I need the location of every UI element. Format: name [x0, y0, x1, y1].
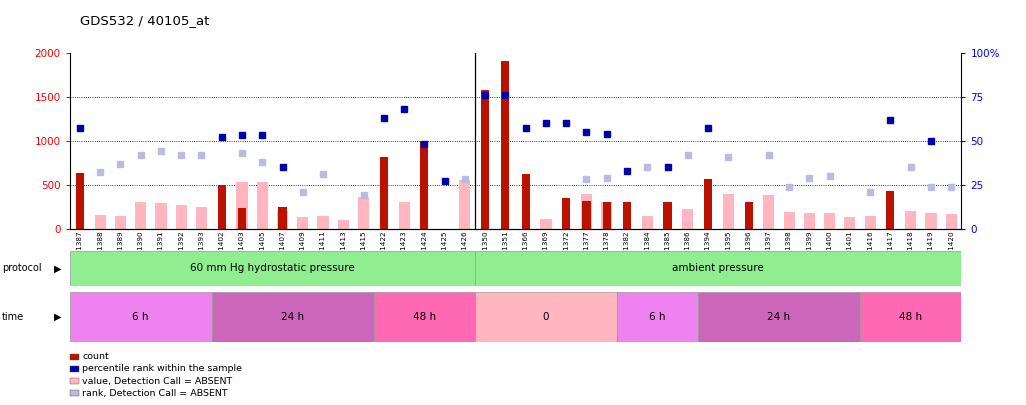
- Bar: [175, 205, 187, 229]
- Bar: [682, 209, 694, 229]
- Bar: [946, 214, 957, 229]
- Bar: [398, 202, 409, 229]
- Text: 24 h: 24 h: [767, 312, 791, 322]
- Text: GDS532 / 40105_at: GDS532 / 40105_at: [80, 14, 209, 27]
- Bar: [745, 202, 753, 229]
- Text: 0: 0: [543, 312, 549, 322]
- Bar: [617, 292, 698, 342]
- Bar: [317, 217, 328, 229]
- Text: 48 h: 48 h: [899, 312, 922, 322]
- Bar: [886, 191, 895, 229]
- Bar: [602, 202, 610, 229]
- Bar: [278, 207, 286, 229]
- Bar: [238, 208, 246, 229]
- Bar: [481, 90, 489, 229]
- Text: 24 h: 24 h: [281, 312, 305, 322]
- Bar: [373, 292, 475, 342]
- Bar: [358, 197, 369, 229]
- Bar: [704, 179, 712, 229]
- Bar: [338, 220, 349, 229]
- Bar: [905, 211, 916, 229]
- Bar: [277, 211, 288, 229]
- Bar: [475, 292, 617, 342]
- Bar: [298, 217, 309, 229]
- Bar: [76, 173, 84, 229]
- Bar: [860, 292, 961, 342]
- Text: ▶: ▶: [54, 312, 62, 322]
- Bar: [218, 185, 226, 229]
- Bar: [541, 219, 552, 229]
- Bar: [763, 195, 775, 229]
- Bar: [521, 174, 529, 229]
- Bar: [803, 213, 815, 229]
- Bar: [722, 194, 734, 229]
- Bar: [824, 213, 835, 229]
- Bar: [70, 251, 475, 286]
- Text: ambient pressure: ambient pressure: [672, 263, 764, 273]
- Bar: [475, 251, 961, 286]
- Text: 6 h: 6 h: [132, 312, 149, 322]
- Bar: [380, 157, 388, 229]
- Text: value, Detection Call = ABSENT: value, Detection Call = ABSENT: [82, 377, 232, 386]
- Bar: [460, 180, 471, 229]
- Bar: [664, 202, 672, 229]
- Text: 48 h: 48 h: [412, 312, 436, 322]
- Text: percentile rank within the sample: percentile rank within the sample: [82, 364, 242, 373]
- Text: ▶: ▶: [54, 263, 62, 273]
- Bar: [562, 198, 570, 229]
- Bar: [641, 217, 653, 229]
- Bar: [623, 202, 631, 229]
- Bar: [94, 215, 106, 229]
- Text: count: count: [82, 352, 109, 361]
- Text: 60 mm Hg hydrostatic pressure: 60 mm Hg hydrostatic pressure: [190, 263, 355, 273]
- Text: protocol: protocol: [2, 263, 42, 273]
- Bar: [421, 141, 429, 229]
- Bar: [865, 217, 876, 229]
- Bar: [502, 62, 510, 229]
- Bar: [211, 292, 373, 342]
- Bar: [583, 200, 591, 229]
- Bar: [581, 194, 592, 229]
- Bar: [256, 182, 268, 229]
- Bar: [698, 292, 860, 342]
- Bar: [844, 217, 856, 229]
- Bar: [236, 182, 247, 229]
- Bar: [135, 202, 147, 229]
- Bar: [784, 212, 795, 229]
- Bar: [155, 203, 166, 229]
- Bar: [70, 292, 211, 342]
- Text: 6 h: 6 h: [649, 312, 666, 322]
- Text: time: time: [2, 312, 25, 322]
- Bar: [925, 213, 937, 229]
- Bar: [115, 215, 126, 229]
- Bar: [196, 207, 207, 229]
- Bar: [601, 202, 613, 229]
- Text: rank, Detection Call = ABSENT: rank, Detection Call = ABSENT: [82, 389, 228, 398]
